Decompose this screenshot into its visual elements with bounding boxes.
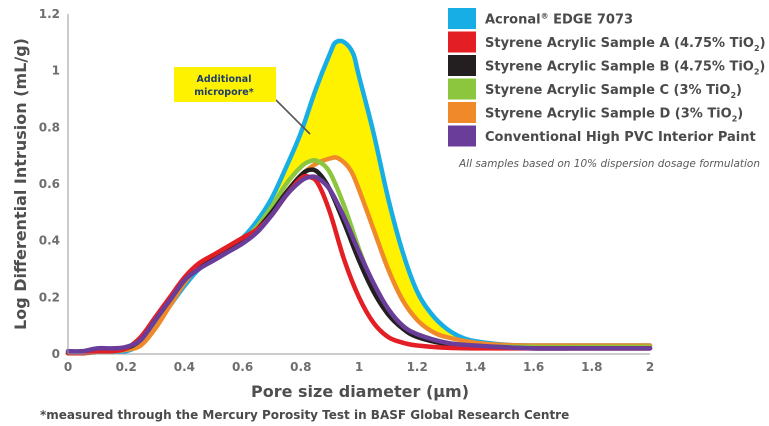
callout-leader-line: [275, 99, 311, 135]
axes: [67, 14, 650, 355]
legend: Acronal® EDGE 7073 Styrene Acrylic Sample…: [448, 8, 766, 147]
legend-swatch: [448, 102, 476, 123]
y-tick-label: 0.8: [39, 120, 60, 134]
x-tick-label: 0.2: [116, 360, 137, 374]
legend-swatch: [448, 125, 476, 147]
legend-entry: Styrene Acrylic Sample D (3% TiO2): [485, 107, 743, 124]
micropore-fill: [248, 42, 531, 346]
legend-entry: Acronal® EDGE 7073: [485, 12, 633, 28]
x-tick-label: 0.8: [290, 360, 311, 374]
legend-swatch: [448, 55, 476, 76]
series-line-conventional: [65, 174, 653, 354]
x-tick-label: 1.6: [523, 360, 544, 374]
x-tick-label: 1.2: [407, 360, 428, 374]
legend-swatch: [448, 8, 476, 29]
footnote: *measured through the Mercury Porosity T…: [40, 408, 569, 422]
legend-swatch: [448, 78, 476, 100]
y-tick-label: 0.2: [39, 290, 60, 304]
x-tick-label: 2: [646, 360, 654, 374]
callout-line-2: micropore*: [194, 87, 253, 98]
x-tick-label: 0: [64, 360, 72, 374]
y-tick-label: 0.4: [39, 234, 60, 248]
micropore-fill-layer: [248, 42, 531, 346]
legend-entry: Styrene Acrylic Sample B (4.75% TiO2): [485, 60, 765, 77]
x-tick-label: 1.4: [465, 360, 486, 374]
legend-entry: Styrene Acrylic Sample A (4.75% TiO2): [485, 36, 766, 53]
legend-entry: Styrene Acrylic Sample C (3% TiO2): [485, 83, 742, 100]
y-tick-label: 1.2: [39, 7, 60, 21]
additional-micropore-callout: Additional micropore*: [174, 67, 311, 135]
callout-box: [174, 67, 276, 102]
y-tick-label: 0.6: [39, 177, 60, 191]
x-tick-label: 0.4: [174, 360, 195, 374]
legend-swatch: [448, 31, 476, 53]
series-lines: [65, 38, 653, 356]
x-tick-label: 1.8: [581, 360, 602, 374]
dosage-note: All samples based on 10% dispersion dosa…: [458, 158, 760, 170]
x-axis-title: Pore size diameter (µm): [251, 382, 469, 401]
y-tick-label: 0: [52, 347, 60, 361]
callout-line-1: Additional: [197, 74, 252, 85]
x-tick-label: 0.6: [232, 360, 253, 374]
y-axis-title: Log Differential Intrusion (mL/g): [11, 38, 30, 330]
tick-labels: 0 0.2 0.4 0.6 0.8 1 1.2 1.4 1.6 1.8 2 0 0.2 0.4 0.6 0.8…: [39, 7, 654, 374]
legend-entry: Conventional High PVC Interior Paint: [485, 130, 756, 145]
x-tick-label: 1: [355, 360, 363, 374]
y-tick-label: 1: [52, 64, 60, 78]
